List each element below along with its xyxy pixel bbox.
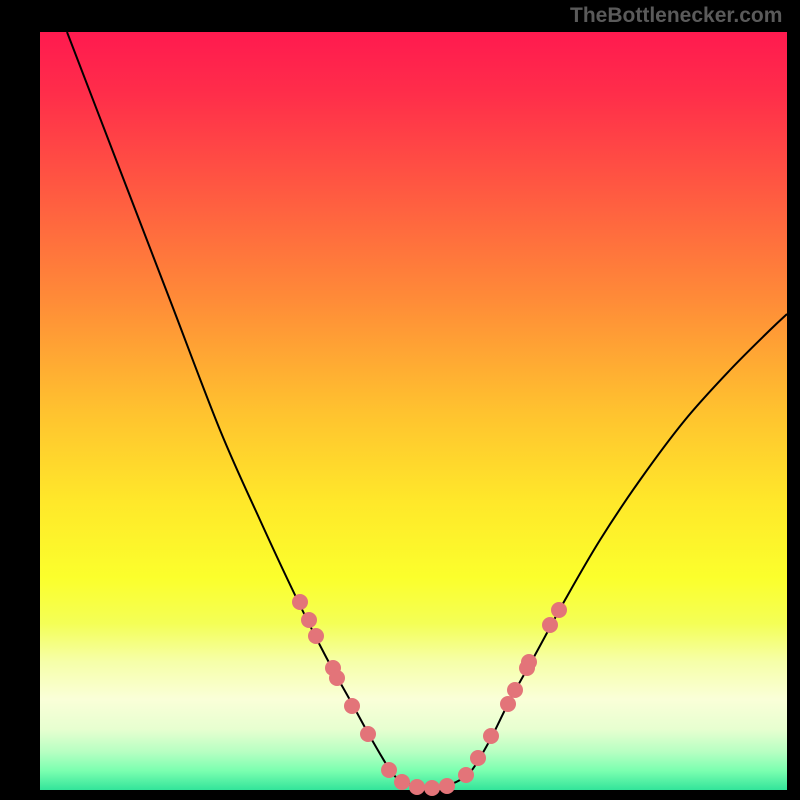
data-point [439, 778, 455, 794]
data-point [507, 682, 523, 698]
data-point [394, 774, 410, 790]
data-point [483, 728, 499, 744]
data-point [381, 762, 397, 778]
data-point [292, 594, 308, 610]
chart-svg [0, 0, 800, 800]
data-point [424, 780, 440, 796]
data-point [458, 767, 474, 783]
data-point [470, 750, 486, 766]
data-point [521, 654, 537, 670]
watermark-text: TheBottlenecker.com [570, 4, 782, 28]
plot-background [40, 32, 787, 790]
data-point [542, 617, 558, 633]
data-point [360, 726, 376, 742]
data-point [301, 612, 317, 628]
data-point [551, 602, 567, 618]
chart-container: TheBottlenecker.com [0, 0, 800, 800]
data-point [308, 628, 324, 644]
data-point [344, 698, 360, 714]
data-point [329, 670, 345, 686]
data-point [409, 779, 425, 795]
data-point [500, 696, 516, 712]
